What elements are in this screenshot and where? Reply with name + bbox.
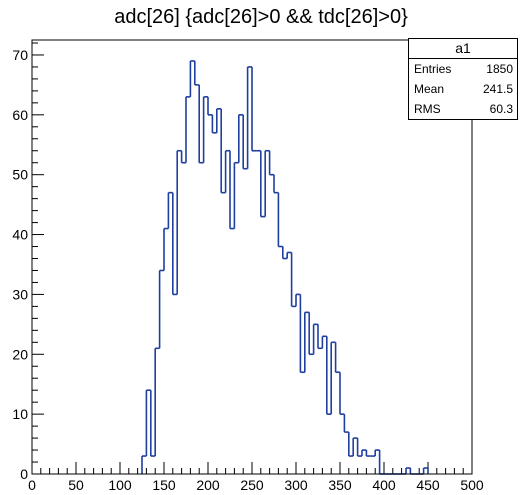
y-tick-label: 0 <box>20 466 28 482</box>
histogram-bin <box>142 456 146 474</box>
histogram-bin <box>340 372 344 414</box>
y-tick-label: 50 <box>12 167 28 183</box>
stats-row-rms: RMS 60.3 <box>409 99 517 119</box>
histogram-bin <box>195 61 199 85</box>
histogram-bin <box>234 163 238 229</box>
x-tick-label: 50 <box>68 477 84 493</box>
y-tick-label: 70 <box>12 47 28 63</box>
histogram-bin <box>252 67 256 151</box>
stats-value-entries: 1850 <box>486 59 513 79</box>
histogram-bin <box>160 270 164 348</box>
histogram-bin <box>164 229 168 271</box>
stats-value-rms: 60.3 <box>490 99 513 119</box>
histogram-bin <box>278 193 282 247</box>
stats-row-entries: Entries 1850 <box>409 59 517 79</box>
histogram-bin <box>186 97 190 163</box>
histogram-bin <box>336 342 340 372</box>
histogram-bin <box>177 151 181 295</box>
x-tick-label: 150 <box>152 477 176 493</box>
stats-box-name: a1 <box>409 39 517 59</box>
stats-box: a1 Entries 1850 Mean 241.5 RMS 60.3 <box>408 38 518 120</box>
stats-label-rms: RMS <box>414 99 441 119</box>
x-tick-label: 400 <box>372 477 396 493</box>
stats-value-mean: 241.5 <box>483 79 513 99</box>
x-tick-label: 0 <box>28 477 36 493</box>
histogram-bin <box>208 97 212 115</box>
x-tick-label: 250 <box>240 477 264 493</box>
y-tick-label: 60 <box>12 107 28 123</box>
histogram-bin <box>366 450 370 456</box>
histogram-bin <box>274 175 278 193</box>
histogram-bins <box>142 61 428 474</box>
histogram-bin <box>270 151 274 175</box>
y-tick-label: 40 <box>12 227 28 243</box>
x-tick-label: 300 <box>284 477 308 493</box>
histogram-bin <box>410 468 414 474</box>
histogram-bin <box>344 414 348 432</box>
histogram-bin <box>380 450 384 474</box>
histogram-bin <box>155 348 159 456</box>
y-tick-label: 20 <box>12 346 28 362</box>
x-tick-label: 500 <box>460 477 484 493</box>
stats-label-mean: Mean <box>414 79 444 99</box>
x-tick-label: 100 <box>108 477 132 493</box>
x-tick-label: 200 <box>196 477 220 493</box>
stats-label-entries: Entries <box>414 59 451 79</box>
y-tick-label: 30 <box>12 286 28 302</box>
y-tick-label: 10 <box>12 406 28 422</box>
x-tick-label: 350 <box>328 477 352 493</box>
stats-row-mean: Mean 241.5 <box>409 79 517 99</box>
x-tick-label: 450 <box>416 477 440 493</box>
